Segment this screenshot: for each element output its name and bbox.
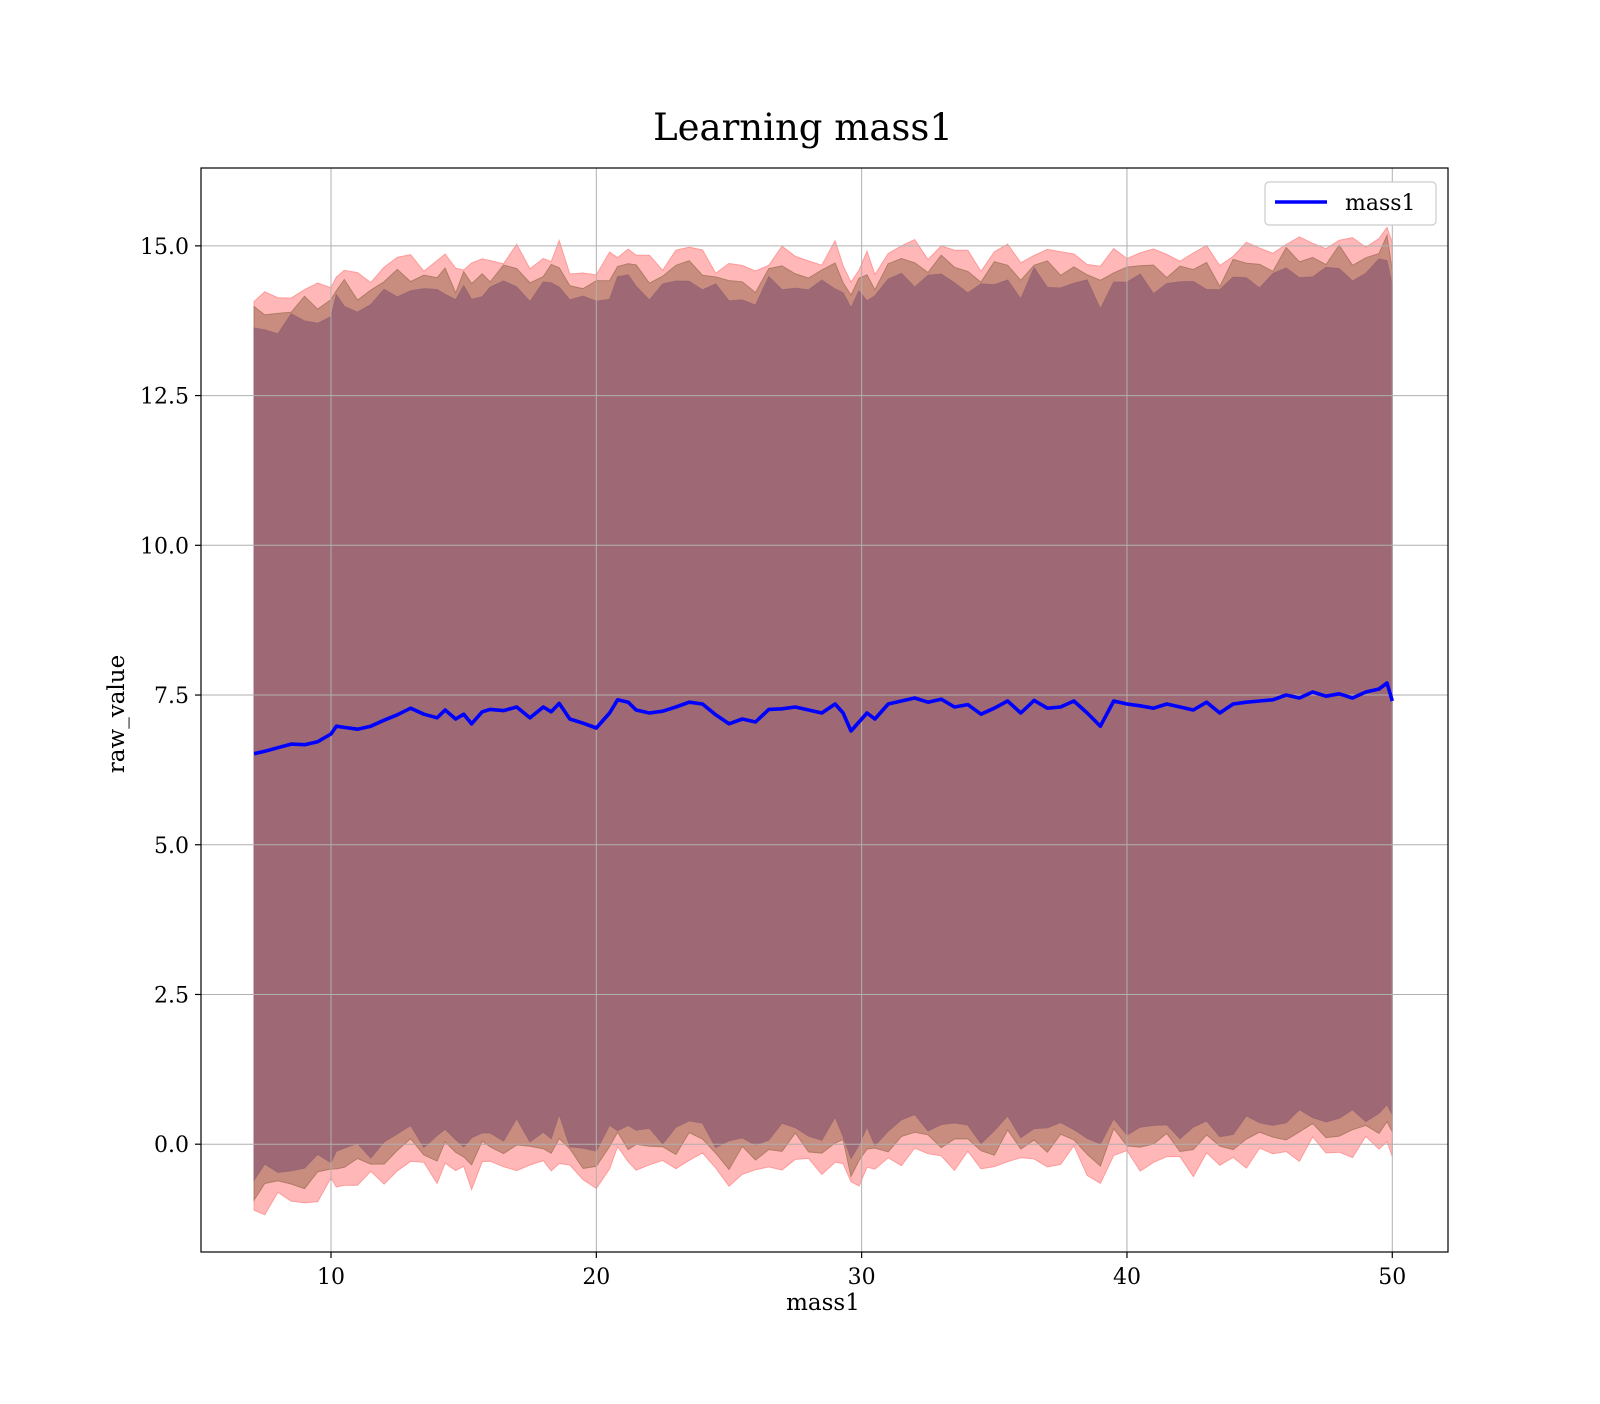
- x-axis-label: mass1: [786, 1290, 860, 1316]
- y-tick-label-5: 12.5: [140, 385, 189, 410]
- series-line-mass1: [253, 681, 1395, 756]
- grid-lines: [201, 168, 1448, 1252]
- legend-box: [1264, 181, 1437, 226]
- y-tick-label-4: 10.0: [140, 534, 189, 559]
- y-tick-label-3: 7.5: [154, 684, 189, 709]
- plot-frame: [200, 167, 1449, 1253]
- x-tick-label-3: 40: [1113, 1265, 1141, 1290]
- x-tick-label-4: 50: [1378, 1265, 1406, 1290]
- y-tick-label-1: 2.5: [154, 983, 189, 1008]
- chart-title: Learning mass1: [653, 106, 953, 149]
- band-2: [253, 258, 1393, 1182]
- x-axis-ticks: 10 20 30 40 50: [317, 1252, 1406, 1290]
- y-tick-label-0: 0.0: [154, 1133, 189, 1158]
- x-tick-label-1: 20: [582, 1265, 610, 1290]
- x-tick-label-2: 30: [848, 1265, 876, 1290]
- x-tick-label-0: 10: [317, 1265, 345, 1290]
- legend-label-mass1: mass1: [1345, 191, 1416, 216]
- y-tick-label-2: 5.0: [154, 834, 189, 859]
- confidence-bands: [253, 226, 1393, 1216]
- y-tick-label-6: 15.0: [140, 235, 189, 260]
- legend: mass1: [1264, 181, 1437, 226]
- series-lines: [253, 681, 1395, 756]
- y-axis-ticks: 0.0 2.5 5.0 7.5 10.0 12.5 15.0: [140, 235, 201, 1158]
- y-axis-label: raw_value: [104, 655, 130, 773]
